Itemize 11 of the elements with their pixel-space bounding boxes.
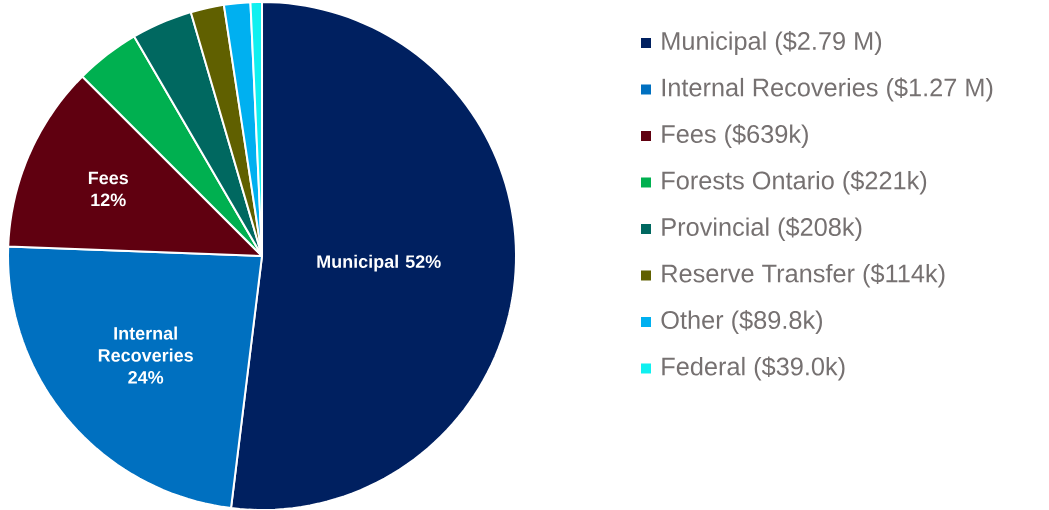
legend-label: Other ($89.8k) xyxy=(661,310,822,334)
legend-label: Internal Recoveries ($1.27 M) xyxy=(662,77,993,102)
legend-label: Municipal ($2.79 M) xyxy=(662,31,882,55)
data-label: Fees 12% xyxy=(88,171,128,207)
data-label: Internal Recoveries 24% xyxy=(98,326,193,384)
legend-label: Federal ($39.0k) xyxy=(662,356,845,381)
legend-label: Reserve Transfer ($114k) xyxy=(662,263,945,288)
legend-label: Provincial ($208k) xyxy=(662,217,862,241)
data-label: Municipal 52% xyxy=(317,254,441,272)
legend-label: Forests Ontario ($221k) xyxy=(662,170,927,195)
legend-label: Fees ($639k) xyxy=(662,124,808,148)
